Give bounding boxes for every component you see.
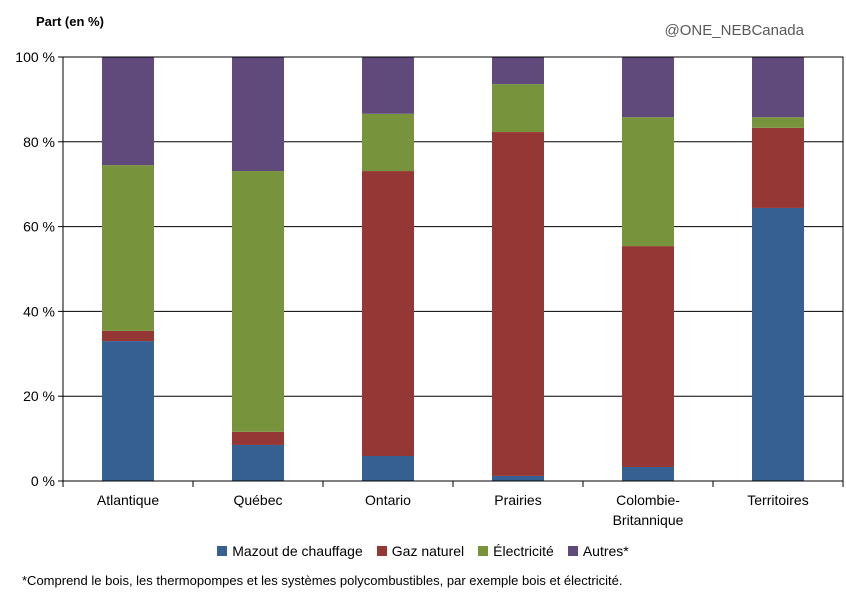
x-tick-label: Colombie- — [616, 492, 680, 508]
bar-segment — [362, 455, 414, 481]
bar-segment — [492, 132, 544, 476]
bar-segment — [102, 165, 154, 331]
x-tick-label: Territoires — [747, 492, 808, 508]
plot-border — [62, 56, 844, 482]
y-tick-label: 0 % — [31, 473, 55, 489]
bar-segment — [102, 57, 154, 166]
y-tick-label: 100 % — [15, 49, 55, 65]
bar-segment — [232, 444, 284, 481]
legend-item: Mazout de chauffage — [217, 543, 363, 559]
bar-segment — [232, 171, 284, 432]
bar-segment — [102, 341, 154, 481]
x-tick-label: Prairies — [494, 492, 541, 508]
bar-segment — [362, 171, 414, 456]
bar-segment — [752, 57, 804, 118]
bar-segment — [232, 57, 284, 172]
bar-segment — [622, 117, 674, 247]
legend-label: Autres* — [582, 543, 629, 559]
footnote: *Comprend le bois, les thermopompes et l… — [22, 573, 623, 588]
bar-segment — [102, 330, 154, 342]
legend-label: Électricité — [493, 543, 554, 559]
legend-swatch — [376, 546, 387, 556]
x-tick-label: Québec — [233, 492, 282, 508]
legend-swatch — [567, 546, 578, 556]
bar-segment — [232, 431, 284, 445]
bar-segment — [362, 57, 414, 114]
y-tick-label: 40 % — [23, 303, 55, 319]
legend-label: Mazout de chauffage — [232, 543, 363, 559]
bar-segment — [752, 117, 804, 128]
bar-segment — [622, 57, 674, 118]
bar-segment — [492, 57, 544, 85]
y-tick-label: 80 % — [23, 134, 55, 150]
legend-item: Autres* — [567, 543, 629, 559]
legend-swatch — [217, 546, 228, 556]
legend-label: Gaz naturel — [391, 543, 465, 559]
y-tick-label: 60 % — [23, 219, 55, 235]
bar-segment — [362, 113, 414, 172]
x-tick-label: Ontario — [365, 492, 411, 508]
legend-item: Électricité — [478, 543, 554, 559]
bar-segment — [492, 84, 544, 133]
bar-segment — [752, 127, 804, 208]
legend-swatch — [478, 546, 489, 556]
y-tick-label: 20 % — [23, 388, 55, 404]
x-tick-label: Atlantique — [97, 492, 159, 508]
y-axis-label: Part (en %) — [36, 14, 104, 29]
x-tick-label: Britannique — [613, 512, 684, 528]
bar-segment — [622, 467, 674, 481]
bar-segment — [622, 246, 674, 468]
bar-segment — [752, 207, 804, 481]
legend-item: Gaz naturel — [376, 543, 465, 559]
watermark: @ONE_NEBCanada — [664, 22, 804, 39]
bar-segment — [492, 475, 544, 481]
legend: Mazout de chauffage Gaz naturel Électric… — [0, 543, 846, 559]
